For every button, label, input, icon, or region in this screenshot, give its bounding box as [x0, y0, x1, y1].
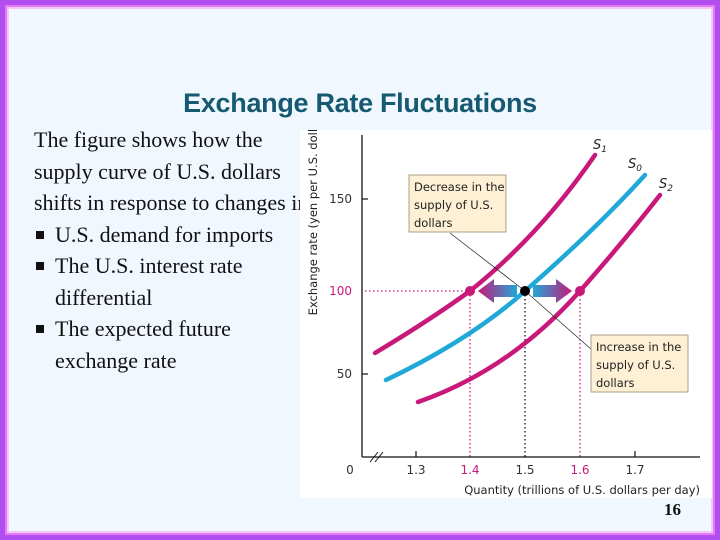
shift-right-arrow-icon	[533, 279, 572, 303]
supply-shift-chart: Exchange rate (yen per U.S. dollar) 150 …	[306, 130, 700, 497]
svg-text:dollars: dollars	[414, 216, 453, 230]
x-tick-1-5: 1.5	[515, 463, 534, 477]
y-axis-title: Exchange rate (yen per U.S. dollar)	[306, 130, 320, 315]
x-tick-1-7: 1.7	[625, 463, 644, 477]
bullet-list: U.S. demand for imports The U.S. interes…	[34, 219, 314, 377]
chart-panel: Exchange rate (yen per U.S. dollar) 150 …	[300, 130, 712, 498]
annotation-decrease: Decrease in the supply of U.S. dollars	[408, 174, 507, 233]
x-tick-1-3: 1.3	[406, 463, 425, 477]
bullet-item: The U.S. interest rate differential	[34, 250, 314, 313]
slide-body: The figure shows how the supply curve of…	[34, 124, 314, 376]
svg-text:dollars: dollars	[596, 376, 635, 390]
label-s0: S0	[628, 157, 642, 174]
svg-text:Increase in the: Increase in the	[596, 340, 681, 354]
point-s0-100	[520, 286, 530, 296]
bullet-item: The expected future exchange rate	[34, 313, 314, 376]
x-tick-1-4: 1.4	[460, 463, 479, 477]
y-tick-100: 100	[329, 284, 352, 298]
supply-curve-s2	[415, 192, 663, 405]
label-s2: S2	[659, 177, 673, 194]
page-number: 16	[664, 500, 681, 519]
supply-curve-s1	[372, 152, 598, 356]
y-tick-150: 150	[329, 192, 352, 206]
svg-text:supply of U.S.: supply of U.S.	[596, 358, 675, 372]
axis-break-icon	[369, 451, 379, 463]
slide-title: Exchange Rate Fluctuations	[183, 88, 537, 118]
y-tick-50: 50	[337, 367, 352, 381]
svg-text:Decrease in the: Decrease in the	[414, 180, 505, 194]
decrease-leader-line	[449, 232, 526, 292]
increase-leader-line	[524, 290, 593, 351]
point-s1-100	[465, 286, 475, 296]
annotation-increase: Increase in the supply of U.S. dollars	[590, 334, 689, 393]
origin-label: 0	[346, 463, 354, 477]
x-axis-title: Quantity (trillions of U.S. dollars per …	[464, 483, 700, 497]
shift-left-arrow-icon	[478, 279, 517, 303]
bullet-item: U.S. demand for imports	[34, 219, 314, 251]
svg-text:supply of U.S.: supply of U.S.	[414, 198, 493, 212]
label-s1: S1	[593, 138, 607, 155]
point-s2-100	[575, 286, 585, 296]
intro-text: The figure shows how the supply curve of…	[34, 127, 309, 215]
x-tick-1-6: 1.6	[570, 463, 589, 477]
